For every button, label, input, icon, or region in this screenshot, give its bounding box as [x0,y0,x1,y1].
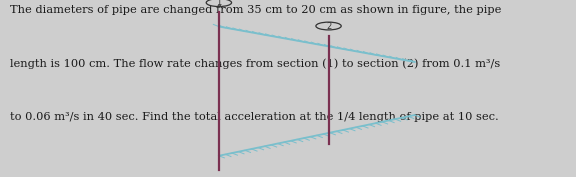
Text: 2: 2 [326,22,331,30]
Text: to 0.06 m³/s in 40 sec. Find the total acceleration at the 1/4 length of pipe at: to 0.06 m³/s in 40 sec. Find the total a… [10,112,499,121]
Text: length is 100 cm. The flow rate changes from section (1) to section (2) from 0.1: length is 100 cm. The flow rate changes … [10,58,501,69]
Text: 1: 1 [216,0,222,7]
Text: The diameters of pipe are changed from 35 cm to 20 cm as shown in figure, the pi: The diameters of pipe are changed from 3… [10,5,502,15]
